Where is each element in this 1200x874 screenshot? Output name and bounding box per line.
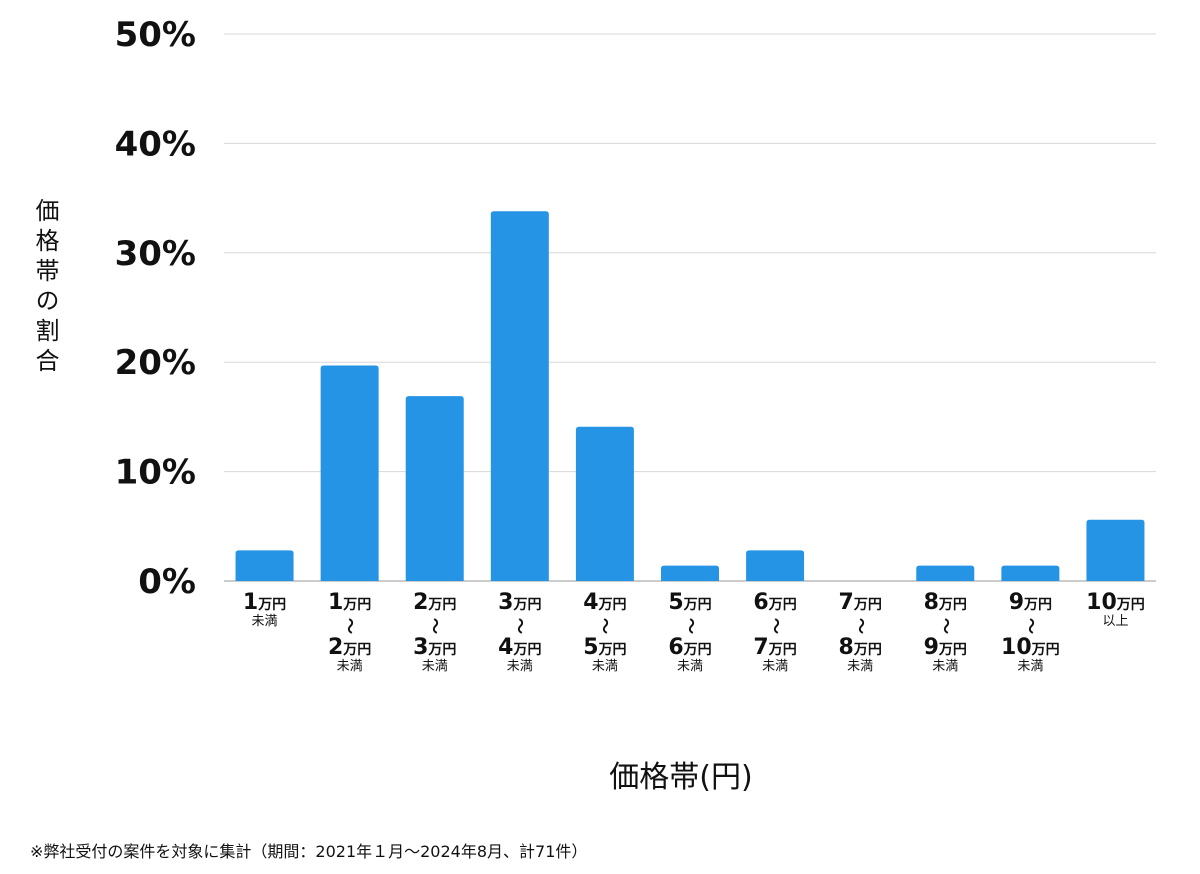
- unit: 万円: [853, 597, 882, 613]
- from-amount: 10: [1086, 590, 1117, 615]
- unit: 万円: [343, 597, 372, 613]
- from-amount: 3: [498, 590, 514, 615]
- bar: [661, 565, 719, 581]
- x-tick-label: 1万円〜 2万円 未満: [307, 590, 392, 674]
- unit: 万円: [513, 597, 542, 613]
- x-axis-title: 価格帯(円): [609, 760, 753, 795]
- from-amount: 5: [668, 590, 684, 615]
- range-suffix: 未満: [847, 659, 874, 674]
- from-amount: 2: [413, 590, 429, 615]
- bar: [1001, 565, 1060, 581]
- to-amount: 6: [668, 635, 684, 660]
- from-amount: 7: [838, 590, 854, 615]
- range-suffix: 未満: [336, 659, 363, 674]
- unit: 万円: [428, 642, 457, 658]
- range-suffix: 未満: [421, 659, 448, 674]
- unit: 万円: [768, 597, 797, 613]
- unit: 万円: [768, 642, 797, 658]
- range-suffix: 未満: [762, 659, 789, 674]
- unit: 万円: [938, 642, 967, 658]
- x-tick-label: 2万円〜 3万円 未満: [392, 590, 477, 674]
- unit: 万円: [938, 597, 967, 613]
- unit: 万円: [343, 642, 372, 658]
- range-suffix: 未満: [932, 659, 959, 674]
- from-amount: 1: [242, 590, 259, 615]
- bar: [575, 426, 634, 581]
- unit: 万円: [513, 642, 542, 658]
- to-amount: 3: [413, 635, 429, 660]
- x-tick-label: 8万円〜 9万円 未満: [903, 590, 988, 674]
- unit: 万円: [1116, 597, 1145, 613]
- unit: 万円: [258, 597, 287, 613]
- to-amount: 8: [838, 635, 854, 660]
- y-tick-label: 50%: [115, 15, 196, 55]
- unit: 万円: [683, 642, 712, 658]
- range-separator: 〜: [936, 617, 956, 634]
- to-amount: 5: [583, 635, 599, 660]
- range-suffix: 以上: [1102, 614, 1129, 629]
- range-suffix: 未満: [251, 614, 278, 629]
- range-separator: 〜: [340, 617, 360, 634]
- unit: 万円: [853, 642, 882, 658]
- x-tick-label: 1万円 未満: [222, 590, 307, 629]
- y-tick-label: 20%: [115, 343, 196, 383]
- range-suffix: 未満: [676, 659, 703, 674]
- y-tick-label: 10%: [115, 453, 196, 493]
- to-amount: 7: [753, 635, 769, 660]
- to-amount: 9: [923, 635, 939, 660]
- bar: [746, 550, 805, 581]
- to-amount: 4: [498, 635, 514, 660]
- y-tick-label: 30%: [115, 234, 196, 274]
- range-suffix: 未満: [506, 659, 533, 674]
- footnote: ※弊社受付の案件を対象に集計（期間：2021年１月〜2024年8月、計71件）: [30, 842, 588, 861]
- range-separator: 〜: [1021, 617, 1041, 634]
- range-separator: 〜: [595, 617, 615, 634]
- bar: [1086, 519, 1145, 581]
- from-amount: 8: [923, 590, 939, 615]
- unit: 万円: [683, 597, 712, 613]
- from-amount: 4: [583, 590, 599, 615]
- bar: [916, 565, 975, 581]
- bar: [405, 396, 464, 581]
- x-tick-label: 9万円〜 10万円 未満: [988, 590, 1073, 674]
- range-separator: 〜: [425, 617, 445, 634]
- bar: [320, 365, 379, 581]
- unit: 万円: [1024, 597, 1053, 613]
- range-separator: 〜: [510, 617, 530, 634]
- x-tick-label: 7万円〜 8万円 未満: [818, 590, 903, 674]
- range-suffix: 未満: [1017, 659, 1044, 674]
- range-suffix: 未満: [591, 659, 618, 674]
- range-separator: 〜: [851, 617, 871, 634]
- unit: 万円: [1031, 642, 1060, 658]
- y-axis-title: 価格帯の割合: [31, 198, 59, 378]
- range-separator: 〜: [766, 617, 786, 634]
- x-tick-label: 5万円〜 6万円 未満: [648, 590, 733, 674]
- to-amount: 10: [1001, 635, 1032, 660]
- x-tick-label: 6万円〜 7万円 未満: [733, 590, 818, 674]
- unit: 万円: [598, 597, 627, 613]
- y-tick-label: 40%: [115, 124, 196, 164]
- unit: 万円: [428, 597, 457, 613]
- unit: 万円: [598, 642, 627, 658]
- range-separator: 〜: [681, 617, 700, 634]
- y-tick-label: 0%: [138, 562, 196, 602]
- from-amount: 1: [327, 590, 344, 615]
- x-tick-label: 3万円〜 4万円 未満: [477, 590, 562, 674]
- from-amount: 6: [753, 590, 769, 615]
- x-tick-label: 4万円〜 5万円 未満: [562, 590, 647, 674]
- bar: [235, 550, 294, 581]
- x-tick-label: 10万円 以上: [1073, 590, 1158, 629]
- from-amount: 9: [1008, 590, 1025, 615]
- bar: [490, 211, 549, 581]
- to-amount: 2: [327, 635, 344, 660]
